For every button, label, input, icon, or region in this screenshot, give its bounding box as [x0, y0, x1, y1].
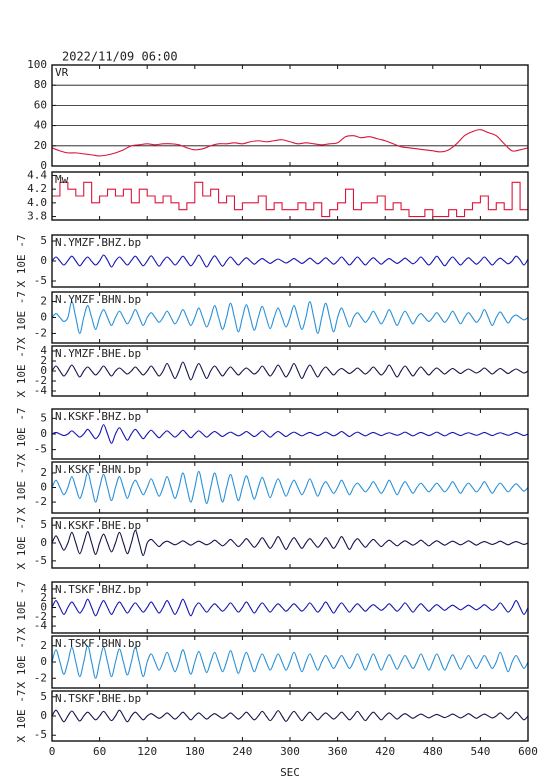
y-tick-label: 2: [40, 466, 47, 479]
y-axis-label: X 10E -7: [15, 345, 28, 398]
x-axis-label: SEC: [280, 766, 300, 779]
y-axis-label: X 10E -7: [15, 636, 28, 689]
y-tick-label: -5: [34, 728, 47, 741]
y-tick-label: 3.8: [27, 210, 47, 223]
panel-frame: [51, 517, 529, 569]
y-tick-label: -5: [34, 443, 47, 456]
panel-label: N.KSKF.BHN.bp: [55, 463, 141, 476]
y-tick-label: 2: [40, 295, 47, 308]
trace: [51, 254, 529, 268]
y-tick-label: 0: [40, 481, 47, 494]
y-tick-label: -5: [34, 274, 47, 287]
y-tick-label: 0: [40, 311, 47, 324]
panel-frame: [51, 234, 529, 288]
y-tick-label: 0: [40, 601, 47, 614]
y-tick-label: -5: [34, 554, 47, 567]
y-tick-label: 0: [40, 254, 47, 267]
y-tick-label: -2: [34, 374, 47, 387]
y-axis-label: X 10E -7: [15, 581, 28, 634]
y-tick-label: 0: [40, 364, 47, 377]
panel-frame: [51, 408, 529, 460]
y-tick-label: 5: [40, 234, 47, 247]
panel-label: N.YMZF.BHN.bp: [55, 293, 141, 306]
y-tick-label: 4: [40, 582, 47, 595]
y-tick-label: 0: [40, 655, 47, 668]
y-axis-label: X 10E -7: [15, 408, 28, 461]
panel-frame: [51, 64, 529, 167]
y-tick-label: 4.4: [27, 168, 47, 181]
trace: [51, 709, 529, 723]
x-tick-label: 360: [328, 745, 348, 758]
y-tick-label: 5: [40, 518, 47, 531]
y-tick-label: 4: [40, 344, 47, 357]
y-tick-label: -2: [34, 495, 47, 508]
y-tick-label: -2: [34, 326, 47, 339]
trace: [51, 129, 529, 157]
panel-frame: [51, 581, 529, 634]
y-tick-label: -4: [34, 619, 48, 632]
trace: [51, 301, 529, 334]
trace: [51, 470, 529, 505]
panel-frame: [51, 635, 529, 689]
panel-label: N.TSKF.BHN.bp: [55, 637, 141, 650]
y-tick-label: 0: [40, 709, 47, 722]
x-tick-label: 240: [232, 745, 252, 758]
y-tick-label: 2: [40, 591, 47, 604]
y-axis-label: X 10E -7: [15, 235, 28, 288]
y-tick-label: -2: [34, 610, 47, 623]
y-tick-label: -4: [34, 384, 48, 397]
trace: [52, 181, 529, 218]
y-axis-label: X 10E -7: [15, 517, 28, 570]
x-tick-label: 120: [137, 745, 157, 758]
y-axis-label: X 10E -7: [15, 291, 28, 344]
panel-frame: [51, 461, 529, 514]
x-tick-label: 60: [93, 745, 106, 758]
y-tick-label: 4.2: [27, 182, 47, 195]
y-tick-label: 0: [40, 159, 47, 172]
y-tick-label: 100: [27, 58, 47, 71]
x-tick-label: 540: [470, 745, 490, 758]
panel-frame: [51, 171, 529, 221]
x-tick-label: 300: [280, 745, 300, 758]
panel-frame: [51, 345, 529, 397]
y-tick-label: 2: [40, 354, 47, 367]
y-tick-label: 0: [40, 536, 47, 549]
y-axis-label: X 10E -7: [15, 690, 28, 743]
y-tick-label: 20: [34, 139, 47, 152]
chart-title: 2022/11/09 06:00: [62, 50, 178, 64]
trace: [51, 529, 529, 557]
y-tick-label: 0: [40, 427, 47, 440]
x-tick-label: 0: [49, 745, 56, 758]
panel-label: VR: [55, 66, 69, 79]
panel-label: N.KSKF.BHE.bp: [55, 519, 141, 532]
y-tick-label: 60: [34, 98, 47, 111]
y-tick-label: 80: [34, 78, 47, 91]
trace: [51, 361, 529, 381]
trace: [51, 598, 529, 617]
panel-label: N.TSKF.BHZ.bp: [55, 583, 141, 596]
panel-frame: [51, 291, 529, 344]
y-tick-label: 40: [34, 119, 47, 132]
panel-label: Mw: [55, 173, 69, 186]
trace: [51, 424, 529, 444]
x-tick-label: 180: [185, 745, 205, 758]
x-tick-label: 480: [423, 745, 443, 758]
panel-label: N.YMZF.BHE.bp: [55, 347, 141, 360]
y-tick-label: 4.0: [27, 196, 47, 209]
y-axis-label: X 10E -7: [15, 461, 28, 514]
y-tick-label: 2: [40, 639, 47, 652]
y-tick-label: 5: [40, 411, 47, 424]
panel-frame: [51, 690, 529, 742]
x-tick-label: 600: [518, 745, 538, 758]
panel-label: N.TSKF.BHE.bp: [55, 692, 141, 705]
trace: [51, 645, 529, 679]
panel-label: N.KSKF.BHZ.bp: [55, 410, 141, 423]
x-tick-label: 420: [375, 745, 395, 758]
y-tick-label: 5: [40, 690, 47, 703]
panel-label: N.YMZF.BHZ.bp: [55, 236, 141, 249]
y-tick-label: -2: [34, 671, 47, 684]
